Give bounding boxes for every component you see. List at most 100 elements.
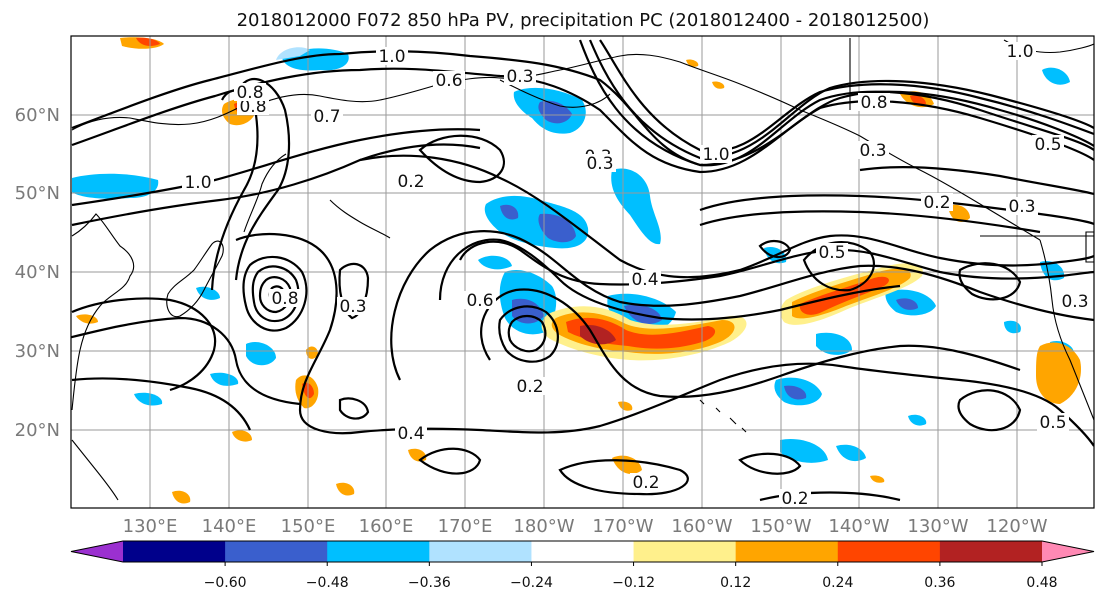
pv-contour — [738, 452, 802, 475]
contour-label: 0.2 — [632, 473, 659, 493]
precip-negative-patch — [611, 168, 661, 245]
contour-label: 0.3 — [339, 297, 366, 317]
contour-label: 1.0 — [184, 173, 211, 193]
pv-contour — [480, 288, 1021, 398]
colorbar-segment — [123, 541, 226, 562]
pv-contour — [258, 276, 292, 314]
longitude-label: 160°W — [671, 516, 732, 537]
longitude-label: 150°E — [281, 516, 336, 537]
contour-label: 0.2 — [397, 172, 424, 192]
pv-contour — [359, 154, 1094, 279]
precip-negative-patch — [210, 372, 239, 386]
contour-label: 0.3 — [506, 67, 533, 87]
precip-positive-patch — [870, 475, 885, 483]
latitude-label: 50°N — [15, 183, 60, 204]
contour-label-bg — [857, 141, 889, 159]
precip-positive-patch — [948, 204, 970, 222]
longitude-label: 120°W — [986, 516, 1047, 537]
colorbar-tick-label: 0.36 — [924, 575, 955, 591]
precip-positive-patch — [306, 346, 318, 359]
longitude-label: 160°E — [359, 516, 414, 537]
colorbar-segment — [939, 541, 1043, 562]
pv-contour — [234, 77, 291, 281]
precip-negative-patch — [908, 414, 927, 426]
contour-label-bg — [921, 193, 953, 211]
map-frame — [70, 35, 1095, 509]
contour-label-bg — [504, 67, 536, 85]
contour-label: 0.8 — [860, 93, 887, 113]
contour-label-bg — [234, 83, 266, 101]
longitude-label: 140°E — [202, 516, 257, 537]
contour-label-bg — [779, 489, 811, 507]
contour-label-bg — [237, 97, 269, 115]
colorbar-tick-label: −0.36 — [408, 575, 451, 591]
pv-contour — [71, 128, 481, 207]
colorbar-segment — [837, 541, 941, 562]
pv-contour — [498, 305, 559, 363]
colorbar-segment — [429, 541, 532, 562]
precip-positive-patch — [1036, 342, 1082, 404]
pv-contour — [699, 194, 1094, 226]
pv-contour — [588, 39, 1094, 160]
pv-contour — [957, 389, 1022, 432]
contour-label-bg — [629, 270, 661, 288]
coastline — [71, 105, 243, 131]
precip-negative-patch — [276, 47, 310, 60]
precip-positive-patch — [712, 81, 725, 89]
contour-label: 1.0 — [378, 47, 405, 67]
contour-label: 0.3 — [1061, 292, 1088, 312]
pv-contour — [338, 397, 370, 420]
pv-contour — [438, 238, 901, 321]
pv-contour — [578, 39, 1094, 167]
precip-positive-patch — [336, 482, 355, 496]
longitude-label: 150°W — [750, 516, 811, 537]
precip-negative-patch — [896, 298, 918, 310]
colorbar-tick-label: −0.12 — [612, 575, 655, 591]
colorbar-tick-label: −0.48 — [306, 575, 349, 591]
colorbar-segment — [531, 541, 635, 562]
coastline — [166, 240, 224, 318]
precip-negative-patch — [500, 204, 519, 220]
contour-label-bg — [337, 297, 369, 315]
contour-label-bg — [1037, 413, 1069, 431]
precip-positive-patch — [910, 95, 926, 105]
coastline — [699, 399, 747, 433]
contour-label: 0.6 — [466, 291, 493, 311]
contour-label: 0.7 — [313, 107, 340, 127]
contour-label-bg — [858, 93, 890, 111]
longitude-label: 130°W — [907, 516, 968, 537]
contour-label: 0.5 — [1039, 413, 1066, 433]
contour-label: 0.2 — [923, 193, 950, 213]
map-layers: 1.0 0.6 0.8 0.7 1.0 0.2 0.3 1.0 0.8 0.3 0.2 0.3 0.4 0… — [71, 36, 1094, 508]
longitude-label: 180°W — [513, 516, 574, 537]
contour-label: 0.3 — [859, 141, 886, 161]
contour-label-bg — [182, 173, 214, 191]
longitude-labels: 130°E 140°E 150°E 160°E 170°E 180°W 170°W 160°W… — [123, 516, 1048, 537]
contour-label-bg — [395, 172, 427, 190]
colorbar-tick-label: 0.24 — [822, 575, 853, 591]
coastline — [243, 153, 287, 233]
pv-contour — [507, 314, 547, 353]
precip-negative-patch — [196, 286, 220, 300]
latitude-label: 30°N — [15, 341, 60, 362]
precip-negative-patch — [784, 385, 807, 400]
contour-labels: 1.0 0.6 0.8 0.7 1.0 0.2 0.3 1.0 0.8 0.3 0.2 0.3 0.4 0… — [182, 42, 1091, 508]
colorbar-outline — [70, 540, 1095, 563]
colorbar-tick-label: −0.60 — [204, 575, 247, 591]
longitude-label: 140°W — [828, 516, 889, 537]
pv-contour — [758, 240, 792, 259]
pv-contour — [958, 262, 1022, 301]
pv-contour — [558, 459, 689, 496]
contour-label: 0.2 — [516, 377, 543, 397]
contour-label-bg — [1032, 135, 1064, 153]
contour-label: 0.3 — [586, 154, 613, 174]
contour-label: 0.6 — [435, 71, 462, 91]
latitude-label: 60°N — [15, 105, 60, 126]
contour-label: 1.0 — [1006, 42, 1033, 62]
colorbar-segment — [225, 541, 328, 562]
precip-positive-patch — [232, 430, 252, 442]
contour-label-bg — [311, 107, 343, 125]
contour-label: 0.8 — [239, 97, 266, 117]
longitude-label: 130°E — [123, 516, 178, 537]
